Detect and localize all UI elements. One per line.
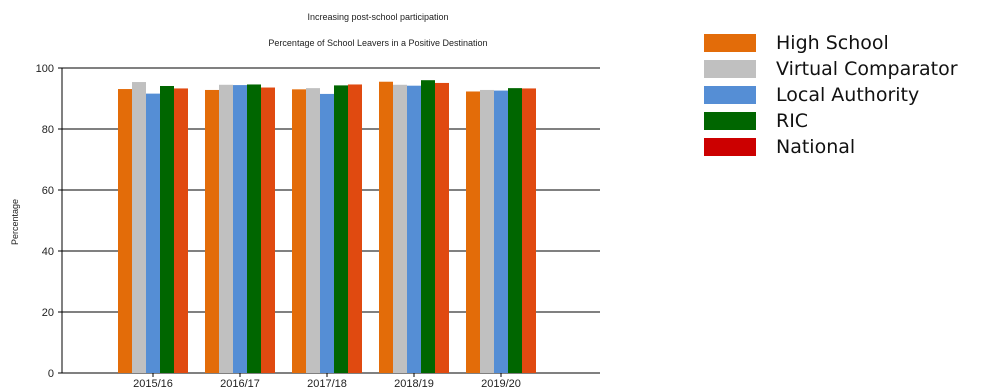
- legend-swatch: [704, 86, 756, 104]
- bar: [132, 82, 146, 373]
- bar: [435, 82, 449, 373]
- bar: [348, 84, 362, 373]
- x-tick-label: 2017/18: [307, 378, 347, 390]
- y-axis-label: Percentage: [10, 199, 20, 245]
- bar: [160, 85, 174, 374]
- legend-swatch: [704, 60, 756, 78]
- legend: High School Virtual Comparator Local Aut…: [704, 30, 958, 160]
- bar: [508, 88, 522, 373]
- bar: [292, 89, 306, 373]
- bar: [522, 88, 536, 373]
- legend-label: RIC: [776, 110, 809, 132]
- bar: [146, 93, 160, 374]
- x-tick-label: 2019/20: [481, 378, 521, 390]
- bar: [393, 84, 407, 374]
- bar: [247, 84, 261, 373]
- legend-item-national: National: [704, 134, 958, 160]
- y-tick-label: 100: [36, 63, 54, 75]
- axes: 0 20 40 60 80 100 2015/16 2016/17 2017/18 2018/19…: [36, 63, 521, 390]
- x-tick-label: 2018/19: [394, 378, 434, 390]
- legend-swatch: [704, 34, 756, 52]
- legend-label: National: [776, 136, 856, 158]
- bar-chart: Increasing post-school participation Per…: [10, 12, 600, 390]
- bar: [174, 88, 188, 373]
- legend-label: Virtual Comparator: [776, 58, 958, 80]
- legend-swatch: [704, 112, 756, 130]
- legend-item-local-authority: Local Authority: [704, 82, 958, 108]
- bar: [320, 93, 334, 374]
- bars: [118, 80, 536, 374]
- y-tick-label: 60: [42, 185, 54, 197]
- legend-item-high-school: High School: [704, 30, 958, 56]
- bar: [466, 91, 480, 374]
- y-tick-label: 0: [48, 368, 54, 380]
- bar: [379, 81, 393, 373]
- x-tick-label: 2016/17: [220, 378, 260, 390]
- bar: [480, 89, 494, 374]
- bar: [407, 85, 421, 373]
- legend-label: High School: [776, 32, 889, 54]
- bar: [205, 89, 219, 374]
- legend-swatch: [704, 138, 756, 156]
- y-tick-label: 80: [42, 124, 54, 136]
- legend-item-ric: RIC: [704, 108, 958, 134]
- y-tick-label: 40: [42, 246, 54, 258]
- bar: [233, 85, 247, 373]
- bar: [219, 84, 233, 374]
- bar: [334, 85, 348, 373]
- y-tick-label: 20: [42, 307, 54, 319]
- bar: [421, 80, 435, 373]
- legend-item-virtual-comparator: Virtual Comparator: [704, 56, 958, 82]
- bar: [306, 88, 320, 373]
- legend-label: Local Authority: [776, 84, 920, 106]
- chart-title: Increasing post-school participation: [307, 12, 448, 22]
- chart-subtitle: Percentage of School Leavers in a Positi…: [268, 38, 487, 48]
- bar: [261, 87, 275, 374]
- bar: [494, 90, 508, 373]
- x-tick-label: 2015/16: [133, 378, 173, 390]
- bar: [118, 89, 132, 374]
